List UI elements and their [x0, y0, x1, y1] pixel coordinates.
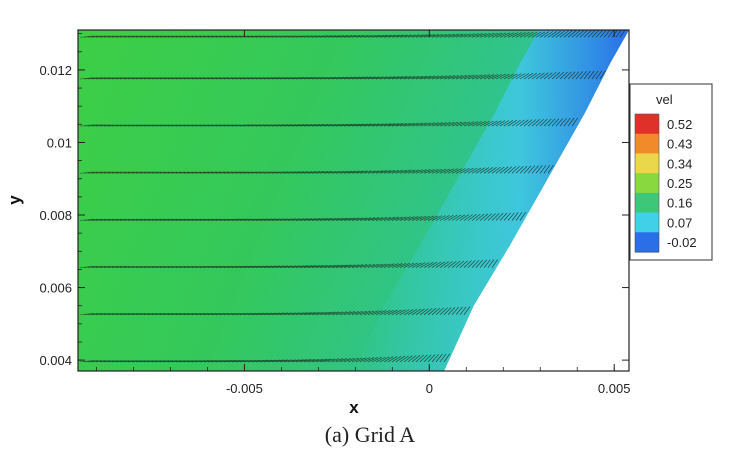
colorbar-swatch: [635, 232, 659, 253]
plot-frame: [77, 29, 630, 372]
colorbar-label: 0.34: [667, 156, 692, 171]
y-axis-title: y: [5, 195, 24, 205]
colorbar-border: [634, 113, 660, 253]
vector-row: [79, 353, 451, 363]
colorbar-swatch: [635, 192, 659, 214]
vector-row: [79, 212, 526, 221]
boundary-layer: [354, 30, 629, 371]
colorbar-title: vel: [656, 92, 673, 107]
colorbar-swatch: [635, 212, 659, 233]
colorbar-label: 0.52: [667, 117, 692, 132]
x-tick-label: -0.005: [226, 381, 263, 396]
x-tick-label: 0: [426, 381, 433, 396]
y-tick-label: 0.006: [39, 281, 72, 296]
colorbar-swatch: [635, 173, 659, 194]
vector-row: [79, 306, 471, 316]
colorbar-label: 0.16: [667, 196, 692, 211]
vector-row: [79, 30, 626, 38]
velocity-vectors: [79, 30, 626, 363]
vector-row: [79, 117, 578, 127]
vector-row: [79, 164, 554, 174]
colorbar-swatch: [635, 153, 659, 174]
x-axis-title: x: [349, 398, 359, 417]
y-tick-label: 0.01: [47, 135, 72, 150]
colorbar-swatch: [635, 133, 659, 155]
colorbar-label: -0.02: [667, 235, 697, 250]
colorbar-label: 0.25: [667, 176, 692, 191]
plot-area: [78, 30, 629, 371]
colorbar-label: 0.43: [667, 137, 692, 152]
colorbar-label: 0.07: [667, 215, 692, 230]
y-tick-label: 0.004: [39, 353, 72, 368]
x-tick-label: 0.005: [598, 381, 631, 396]
vector-row: [79, 259, 498, 268]
y-tick-label: 0.008: [39, 208, 72, 223]
colorbar-swatch: [635, 114, 659, 135]
velocity-field: [78, 30, 629, 371]
x-axis: -0.005 0 0.005: [96, 30, 630, 396]
figure-caption: (a) Grid A: [324, 422, 416, 447]
y-tick-label: 0.012: [39, 63, 72, 78]
vector-row: [79, 70, 606, 80]
y-axis: 0.004 0.006 0.008 0.01 0.012: [39, 33, 629, 368]
colorbar-legend: vel 0.52 0.43 0.34 0.25 0.16 0.07 -0.02: [629, 83, 713, 261]
